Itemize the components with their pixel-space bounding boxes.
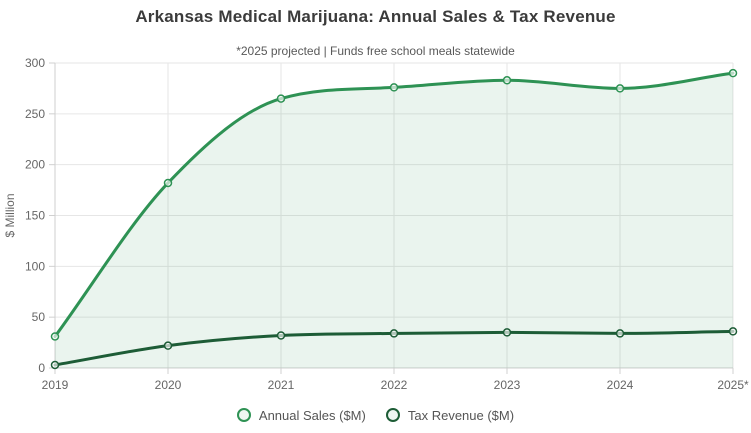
legend-item-tax-revenue-m[interactable]: Tax Revenue ($M) xyxy=(385,407,515,423)
legend-circle-icon xyxy=(236,408,251,422)
y-tick-label: 250 xyxy=(25,107,45,121)
y-tick-label: 0 xyxy=(38,361,45,375)
tax-revenue-m-point[interactable] xyxy=(389,329,399,338)
annual-sales-m-point[interactable] xyxy=(728,68,738,78)
annual-sales-m-point[interactable] xyxy=(163,178,173,188)
annual-sales-m-area-fill xyxy=(55,73,733,369)
x-tick-label: 2021 xyxy=(268,378,295,392)
tax-revenue-m-point[interactable] xyxy=(163,341,173,350)
x-tick-label: 2024 xyxy=(607,378,634,392)
annual-sales-m-point[interactable] xyxy=(276,94,286,103)
tax-revenue-m-point[interactable] xyxy=(502,328,512,337)
y-tick-label: 150 xyxy=(25,209,45,223)
tax-revenue-m-point[interactable] xyxy=(615,329,625,338)
tax-revenue-m-point[interactable] xyxy=(728,327,738,336)
annual-sales-m-point[interactable] xyxy=(502,76,512,85)
legend-circle-icon xyxy=(385,408,400,422)
tax-revenue-m-point[interactable] xyxy=(276,331,286,340)
annual-sales-m-point[interactable] xyxy=(615,84,625,93)
y-tick-label: 300 xyxy=(25,56,45,70)
tax-revenue-m-point[interactable] xyxy=(50,360,60,370)
annual-sales-m-point[interactable] xyxy=(50,332,60,341)
x-tick-label: 2023 xyxy=(494,378,521,392)
chart-subtitle: *2025 projected | Funds free school meal… xyxy=(236,44,515,58)
y-tick-label: 50 xyxy=(32,310,46,324)
x-tick-label: 2020 xyxy=(155,378,182,392)
legend-item-annual-sales-m[interactable]: Annual Sales ($M) xyxy=(236,407,366,423)
y-axis-title: $ Million xyxy=(3,193,17,237)
y-tick-label: 100 xyxy=(25,259,45,273)
x-tick-label: 2022 xyxy=(381,378,408,392)
legend-label: Tax Revenue ($M) xyxy=(407,407,515,423)
legend-label: Annual Sales ($M) xyxy=(258,407,366,423)
x-tick-label: 2019 xyxy=(42,378,69,392)
x-tick-label: 2025* xyxy=(717,378,749,392)
chart-title: Arkansas Medical Marijuana: Annual Sales… xyxy=(135,7,616,26)
annual-sales-m-point[interactable] xyxy=(389,83,399,92)
chart-legend: Annual Sales ($M) Tax Revenue ($M) xyxy=(0,403,751,427)
y-tick-label: 200 xyxy=(25,158,45,172)
